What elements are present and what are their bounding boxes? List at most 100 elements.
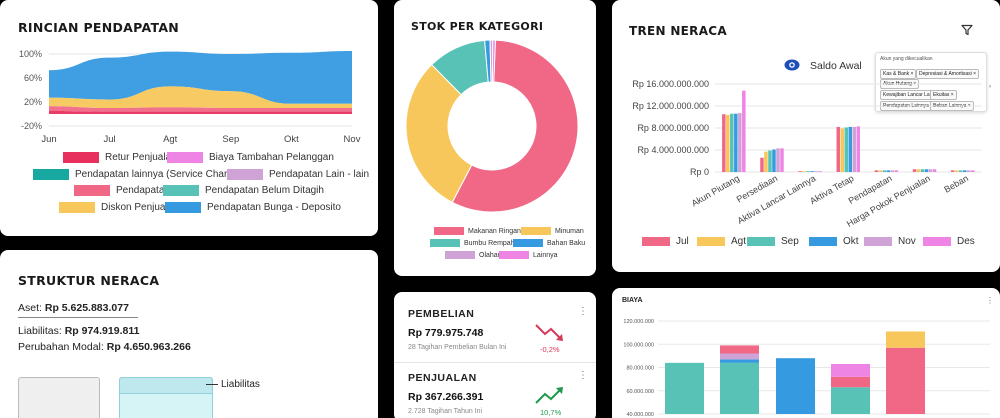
- y-tick-label: 20%: [24, 97, 42, 107]
- trend-up-icon: [535, 387, 563, 404]
- bar: [760, 157, 764, 172]
- legend-item[interactable]: Des: [923, 236, 975, 247]
- legend-item[interactable]: Pendapatan Belum Ditagih: [163, 185, 324, 196]
- legend-item[interactable]: Bahan Baku: [513, 239, 585, 247]
- tren-neraca-card: TREN NERACA Saldo Awal Akun yang dikecua…: [612, 0, 1000, 272]
- rincian-title: RINCIAN PENDAPATAN: [18, 20, 180, 35]
- bar: [776, 148, 780, 172]
- legend-item[interactable]: Jul: [642, 236, 689, 247]
- legend-swatch: [227, 169, 263, 180]
- saldo-awal-toggle-icon[interactable]: [784, 59, 800, 71]
- tren-title: TREN NERACA: [629, 24, 728, 38]
- legend-item[interactable]: Bumbu Rempah: [430, 239, 515, 247]
- excluded-account-chip[interactable]: Ekuitas ×: [930, 90, 957, 100]
- aset-bar: [18, 377, 100, 418]
- bar: [810, 171, 814, 172]
- legend-label: Lainnya: [533, 251, 558, 259]
- bar: [722, 114, 726, 172]
- x-tick-label: Akun Piutang: [690, 173, 741, 208]
- legend-item[interactable]: Olahan: [445, 251, 502, 259]
- legend-label: Bahan Baku: [547, 239, 586, 247]
- modal-label: Perubahan Modal:: [18, 341, 104, 353]
- legend-item[interactable]: Diskon Penjualan: [59, 202, 179, 213]
- area-series: [49, 86, 352, 108]
- struktur-neraca-card: STRUKTUR NERACA Aset: Rp 5.625.883.077 L…: [0, 250, 378, 418]
- bar: [780, 148, 784, 172]
- trend-down-icon: [535, 324, 563, 341]
- bar: [932, 169, 937, 172]
- stacked-bar-segment: [831, 376, 870, 388]
- legend-item[interactable]: Lainnya: [499, 251, 558, 259]
- liabilitas-label: Liabilitas:: [18, 325, 62, 337]
- legend-item[interactable]: Pendapatan Lain - lain: [227, 169, 369, 180]
- bar: [802, 171, 806, 172]
- legend-swatch: [499, 251, 529, 259]
- pembelian-title: PEMBELIAN: [408, 308, 475, 320]
- aset-row: Aset: Rp 5.625.883.077: [18, 302, 129, 314]
- modal-row: Perubahan Modal: Rp 4.650.963.266: [18, 341, 191, 353]
- bar: [912, 169, 917, 172]
- legend-swatch: [165, 202, 201, 213]
- legend-item[interactable]: Pendapatan: [74, 185, 170, 196]
- x-tick-label: Nov: [344, 134, 361, 145]
- aset-value: Rp 5.625.883.077: [44, 302, 129, 314]
- biaya-menu-icon[interactable]: ⋮: [986, 296, 994, 305]
- stok-kategori-card: STOK PER KATEGORI Makanan Ringan Minuman B…: [394, 0, 596, 276]
- legend-item[interactable]: Okt: [809, 236, 859, 247]
- stacked-bar-segment: [720, 359, 759, 363]
- y-tick-label: -20%: [21, 121, 42, 131]
- liabilitas-value: Rp 974.919.811: [64, 325, 140, 337]
- bar: [958, 170, 963, 172]
- legend-item[interactable]: Pendapatan lainnya (Service Charge): [33, 169, 242, 180]
- excluded-account-chip[interactable]: Kas & Bank ×: [880, 69, 917, 79]
- bar: [730, 113, 734, 172]
- pembelian-sub: 28 Tagihan Pembelian Bulan Ini: [408, 344, 507, 351]
- legend-label: Pendapatan Lain - lain: [269, 169, 370, 180]
- saldo-awal-label: Saldo Awal: [810, 60, 862, 72]
- liabilitas-bar-label: Liabilitas: [221, 379, 260, 390]
- legend-item[interactable]: Makanan Ringan: [434, 227, 521, 235]
- bar: [950, 170, 955, 172]
- bar: [798, 171, 802, 172]
- legend-label: Pendapatan lainnya (Service Charge): [75, 169, 242, 180]
- legend-label: Minuman: [555, 227, 584, 235]
- bar: [916, 169, 921, 172]
- area-series: [49, 106, 352, 112]
- bar: [924, 169, 929, 172]
- liabilitas-leader-line: [206, 384, 218, 385]
- y-tick-label: Rp 12.000.000.000: [632, 101, 709, 111]
- legend-item[interactable]: Biaya Tambahan Pelanggan: [167, 152, 334, 163]
- penjualan-title: PENJUALAN: [408, 372, 477, 384]
- legend-item[interactable]: Agt: [697, 236, 746, 247]
- legend-label: Des: [957, 236, 975, 247]
- bar: [814, 171, 818, 172]
- excluded-account-chip[interactable]: Depresiasi & Amortisasi ×: [916, 69, 980, 79]
- bar: [742, 90, 746, 172]
- legend-item[interactable]: Sep: [747, 236, 799, 247]
- bar: [806, 171, 810, 172]
- pembelian-menu-icon[interactable]: ⋮: [578, 306, 588, 317]
- penjualan-menu-icon[interactable]: ⋮: [578, 370, 588, 381]
- legend-label: Nov: [898, 236, 916, 247]
- filter-icon[interactable]: [961, 24, 973, 36]
- pembelian-value: Rp 779.975.748: [408, 327, 484, 339]
- legend-item[interactable]: Pendapatan Bunga - Deposito: [165, 202, 341, 213]
- aset-divider: [18, 317, 138, 318]
- y-tick-label: Rp 4.000.000.000: [637, 145, 709, 155]
- legend-label: Jul: [676, 236, 689, 247]
- legend-item[interactable]: Minuman: [521, 227, 584, 235]
- legend-label: Bumbu Rempah: [464, 239, 515, 247]
- legend-item[interactable]: Retur Penjualan: [63, 152, 177, 163]
- stacked-bar-segment: [720, 353, 759, 360]
- rincian-area-chart: 100% 60% 20% -20% Jun Jul Agt Sep Okt Nov: [19, 49, 361, 145]
- legend-swatch: [521, 227, 551, 235]
- donut-slice: [405, 63, 473, 203]
- legend-label: Diskon Penjualan: [101, 202, 179, 213]
- selector-arrow-icon[interactable]: ›: [989, 84, 991, 90]
- bar: [848, 126, 852, 172]
- legend-swatch: [923, 237, 951, 246]
- legend-swatch: [430, 239, 460, 247]
- bar: [764, 151, 768, 172]
- legend-item[interactable]: Nov: [864, 236, 916, 247]
- bar: [818, 171, 822, 172]
